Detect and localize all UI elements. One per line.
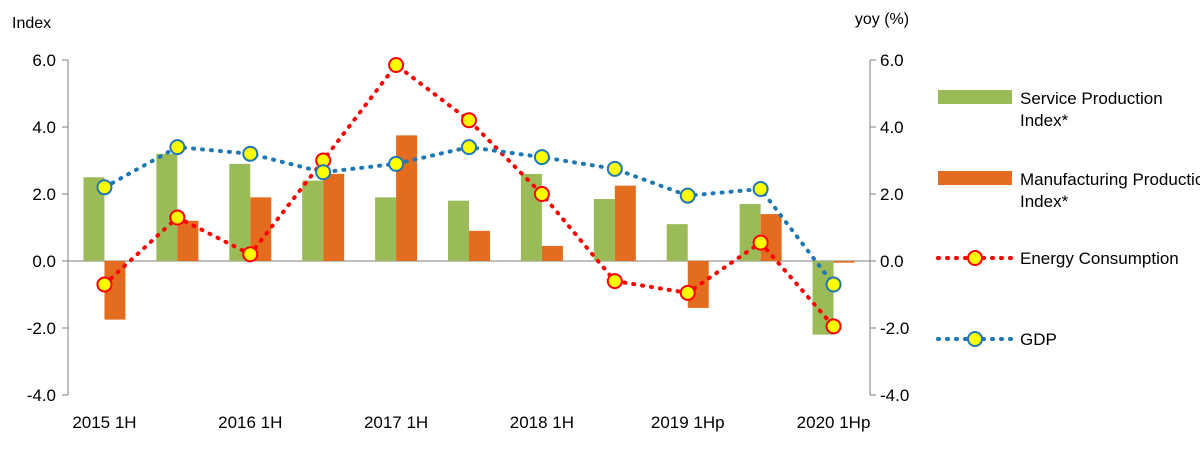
point-gdp: [169, 139, 186, 156]
legend-label-manufacturing: Manufacturing Production Index*: [1020, 170, 1200, 211]
bar-manufacturing: [396, 135, 418, 261]
legend-marker-energy: [967, 250, 983, 266]
bar-service: [83, 177, 105, 261]
right-tick-label: 0.0: [880, 252, 904, 271]
right-tick-label: 2.0: [880, 185, 904, 204]
bar-manufacturing: [614, 185, 636, 261]
bar-service: [666, 224, 688, 261]
left-tick-label: 2.0: [32, 185, 56, 204]
x-tick-labels: 2015 1H 2016 1H 2017 1H 2018 1H 2019 1Hp 2020…: [72, 413, 870, 432]
bar-manufacturing: [687, 261, 709, 308]
left-tick-label: 4.0: [32, 118, 56, 137]
point-energy: [169, 209, 186, 226]
right-axis-title: yoy (%): [855, 11, 909, 28]
left-tick-label: -4.0: [27, 386, 56, 405]
point-gdp: [679, 187, 696, 204]
point-energy: [461, 112, 477, 129]
legend-label-gdp: GDP: [1020, 330, 1057, 349]
point-gdp: [533, 149, 550, 166]
axes: -4.0 -2.0 0.0 2.0 4.0 6.0 -4.0 -2.0 0.0 2.0 4.0 6.0: [27, 51, 910, 405]
point-gdp: [825, 276, 842, 293]
point-gdp: [461, 139, 477, 156]
bar-manufacturing: [177, 220, 199, 261]
point-energy: [388, 57, 405, 74]
x-tick-label: 2018 1H: [510, 413, 574, 432]
bar-service: [375, 197, 397, 261]
point-energy: [96, 276, 113, 293]
x-tick-label: 2019 1Hp: [651, 413, 725, 432]
bar-service: [739, 204, 761, 261]
point-energy: [825, 318, 842, 335]
right-tick-label: -2.0: [880, 319, 909, 338]
legend-label-energy: Energy Consumption: [1020, 249, 1179, 268]
point-gdp: [388, 155, 405, 172]
point-gdp: [752, 180, 769, 197]
left-axis-title: Index: [12, 15, 51, 32]
bars: [83, 135, 855, 335]
legend: Service Production Index* Manufacturing Pr…: [936, 89, 1200, 349]
left-tick-label: 6.0: [32, 51, 56, 70]
bar-manufacturing: [323, 173, 345, 261]
legend-swatch-service: [938, 90, 1012, 104]
point-gdp: [606, 160, 623, 177]
point-energy: [679, 284, 696, 301]
point-energy: [606, 273, 623, 290]
right-tick-label: 4.0: [880, 118, 904, 137]
bar-service: [593, 199, 615, 261]
bar-manufacturing: [104, 261, 126, 320]
point-gdp: [96, 179, 113, 196]
legend-swatch-manufacturing: [938, 171, 1012, 185]
series-lines: [96, 57, 842, 335]
x-tick-label: 2016 1H: [218, 413, 282, 432]
bar-service: [302, 180, 324, 261]
left-tick-label: -2.0: [27, 319, 56, 338]
bar-service: [156, 153, 178, 261]
bar-manufacturing: [833, 261, 855, 263]
point-energy: [242, 246, 259, 263]
x-tick-label: 2020 1Hp: [797, 413, 871, 432]
x-tick-label: 2015 1H: [72, 413, 136, 432]
left-tick-label: 0.0: [32, 252, 56, 271]
x-tick-label: 2017 1H: [364, 413, 428, 432]
bar-manufacturing: [541, 245, 563, 261]
point-gdp: [242, 145, 259, 162]
right-tick-label: 6.0: [880, 51, 904, 70]
bar-service: [448, 200, 469, 261]
right-tick-label: -4.0: [880, 386, 909, 405]
legend-label-service: Service Production Index*: [1020, 89, 1163, 130]
point-energy: [752, 234, 769, 251]
bar-manufacturing: [469, 230, 490, 261]
line-energy: [102, 62, 836, 329]
bar-service: [229, 163, 251, 261]
legend-marker-gdp: [967, 331, 983, 347]
point-gdp: [315, 164, 332, 181]
point-energy: [533, 186, 550, 202]
